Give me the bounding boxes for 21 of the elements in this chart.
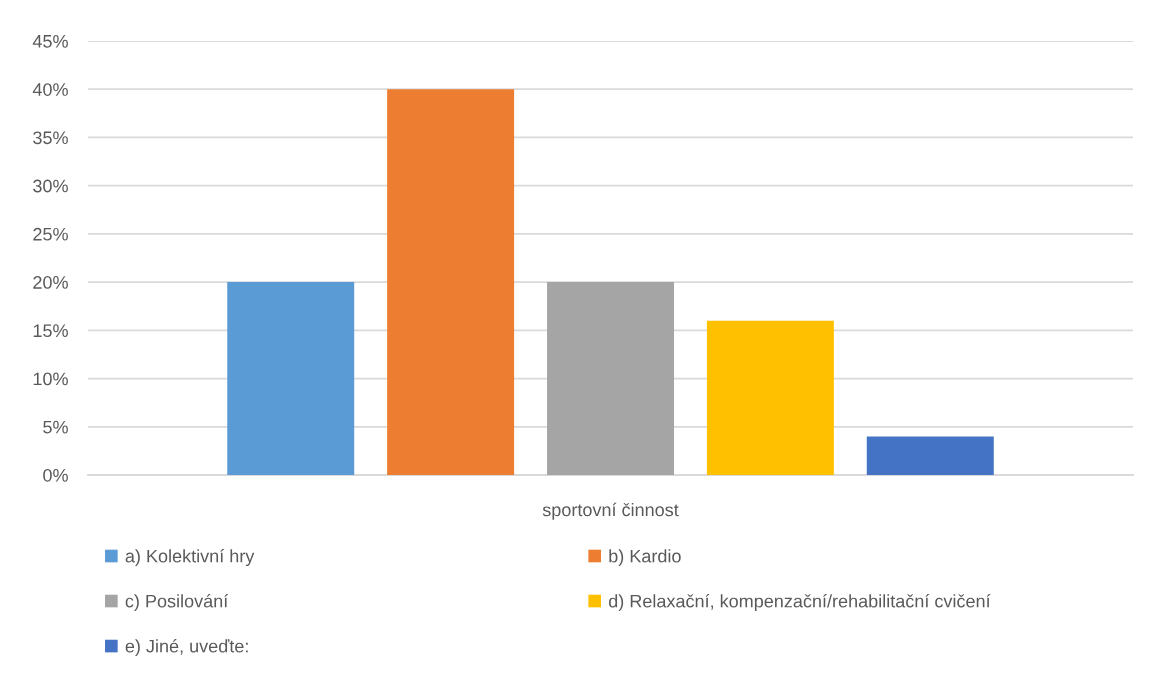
legend-label: a) Kolektivní hry [125,549,255,567]
y-tick-label: 35% [33,131,68,145]
y-tick-label: 10% [33,372,68,386]
x-tick-label: sportovní činnost [542,502,679,520]
y-tick-label: 40% [32,83,68,96]
legend-label: e) Jiné, uveďte: [125,639,248,657]
bar [387,89,515,475]
y-tick-label: 20% [33,276,68,289]
bar [866,436,994,475]
y-tick-label: 15% [33,324,68,338]
y-tick-label: 5% [43,420,68,434]
bar [547,282,674,475]
y-tick-label: 0% [43,468,68,482]
y-tick-label: 45% [32,35,68,48]
y-tick-label: 30% [33,179,68,193]
bar [706,320,834,475]
legend-label: b) Kardio [609,549,681,567]
legend-label: d) Relaxační, kompenzační/rehabilitační cvičení [608,594,991,612]
legend-label: c) Posilování [125,594,229,612]
y-tick-label: 25% [33,227,68,241]
bar [227,282,355,475]
